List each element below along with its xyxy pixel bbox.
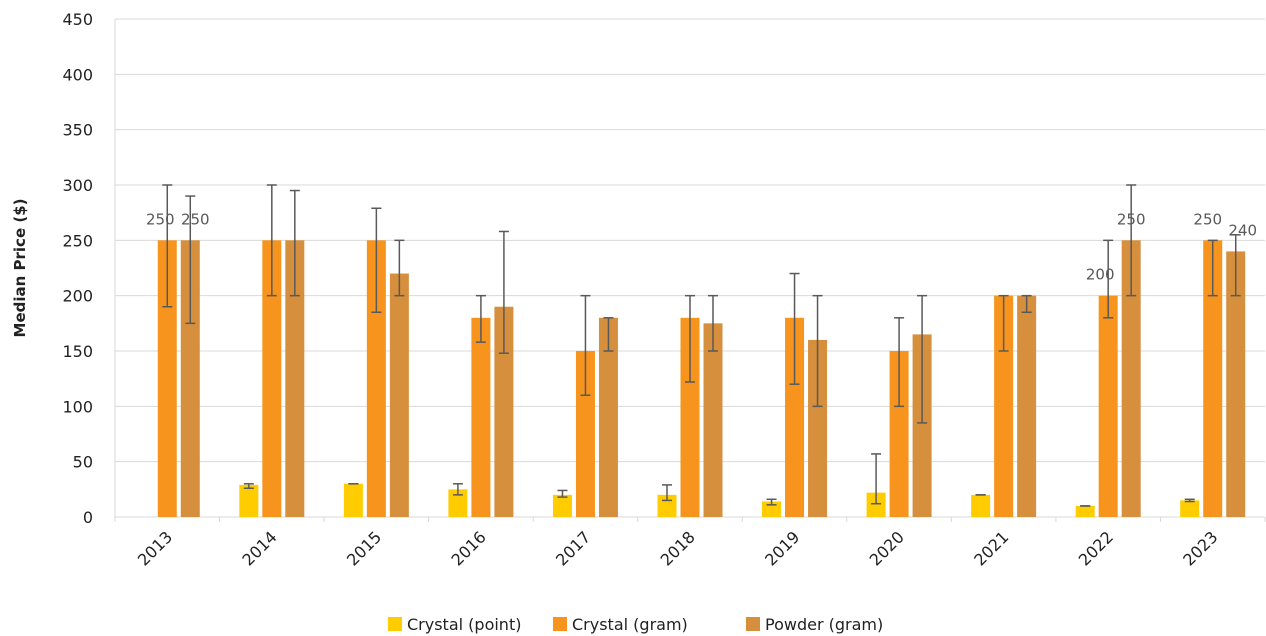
bar-crystal-point-2021 (971, 494, 991, 517)
bar-crystal-point-2022 (1075, 505, 1095, 517)
bar-powder-gram-2018 (703, 323, 723, 517)
y-tick-label: 250 (62, 231, 93, 250)
x-tick-label: 2014 (238, 527, 280, 569)
x-tick-label: 2018 (657, 527, 699, 569)
x-tick-label: 2019 (761, 527, 803, 569)
bar-crystal-gram-2014 (262, 240, 282, 518)
y-tick-label: 0 (83, 508, 93, 527)
bar-crystal-point-2015 (343, 483, 363, 517)
bar-crystal-gram-2015 (366, 240, 386, 518)
gridlines (114, 18, 1266, 522)
x-axis-ticks: 2013 2014 2015 2016 2017 2018 2019 2020 2021 2022… (134, 527, 1222, 569)
bar-crystal-gram-2013 (157, 240, 177, 518)
data-label: 250 (181, 210, 210, 228)
y-axis-ticks: 0 50 100 150 200 250 300 350 400 450 (62, 10, 93, 527)
bar-crystal-gram-2018 (680, 317, 700, 517)
x-tick-label: 2020 (866, 527, 908, 569)
bar-crystal-point-2023 (1180, 500, 1200, 517)
legend: Crystal (point) Crystal (gram) Powder (gra… (388, 615, 883, 634)
x-tick-label: 2022 (1075, 527, 1117, 569)
bar-powder-gram-2016 (494, 306, 514, 517)
x-tick-label: 2015 (343, 527, 385, 569)
bar-powder-gram-2019 (808, 339, 828, 517)
x-tick-label: 2013 (134, 527, 176, 569)
bar-powder-gram-2014 (285, 240, 305, 518)
bar-crystal-gram-2020 (889, 351, 909, 517)
legend-label: Crystal (gram) (572, 615, 688, 634)
x-tick-label: 2016 (448, 527, 490, 569)
bar-powder-gram-2017 (598, 317, 618, 517)
y-axis-title: Median Price ($) (11, 199, 29, 338)
y-tick-label: 350 (62, 121, 93, 140)
data-label: 240 (1228, 221, 1257, 239)
legend-label: Powder (gram) (765, 615, 883, 634)
legend-swatch (746, 617, 760, 631)
bar-crystal-gram-2022 (1098, 295, 1118, 517)
bar-powder-gram-2013 (180, 240, 200, 518)
y-tick-label: 150 (62, 342, 93, 361)
data-label: 200 (1086, 266, 1115, 284)
data-labels: 250 250 200 250 250 240 (146, 210, 1257, 283)
x-tick-label: 2017 (552, 527, 594, 569)
data-label: 250 (1193, 210, 1222, 228)
y-tick-label: 400 (62, 65, 93, 84)
legend-label: Crystal (point) (407, 615, 521, 634)
bar-crystal-gram-2016 (471, 317, 491, 517)
bar-powder-gram-2021 (1017, 295, 1037, 517)
legend-swatch (388, 617, 402, 631)
data-label: 250 (1117, 210, 1146, 228)
bar-crystal-gram-2023 (1203, 240, 1223, 518)
bars (157, 240, 1246, 518)
y-tick-label: 300 (62, 176, 93, 195)
y-tick-label: 450 (62, 10, 93, 29)
y-tick-label: 200 (62, 287, 93, 306)
bar-crystal-point-2016 (448, 489, 468, 517)
bar-crystal-point-2014 (239, 484, 259, 517)
y-tick-label: 50 (73, 453, 93, 472)
bar-powder-gram-2020 (912, 334, 932, 517)
bar-powder-gram-2023 (1226, 251, 1246, 517)
bar-crystal-point-2020 (866, 492, 886, 517)
bar-powder-gram-2015 (389, 273, 409, 517)
bar-powder-gram-2022 (1121, 240, 1141, 518)
bar-crystal-gram-2019 (785, 317, 805, 517)
bar-crystal-gram-2017 (575, 351, 595, 517)
data-label: 250 (146, 210, 175, 228)
x-tick-label: 2023 (1179, 527, 1221, 569)
bar-crystal-point-2017 (552, 494, 572, 517)
y-tick-label: 100 (62, 397, 93, 416)
legend-swatch (553, 617, 567, 631)
x-tick-label: 2021 (970, 527, 1012, 569)
error-bars (162, 184, 1241, 507)
